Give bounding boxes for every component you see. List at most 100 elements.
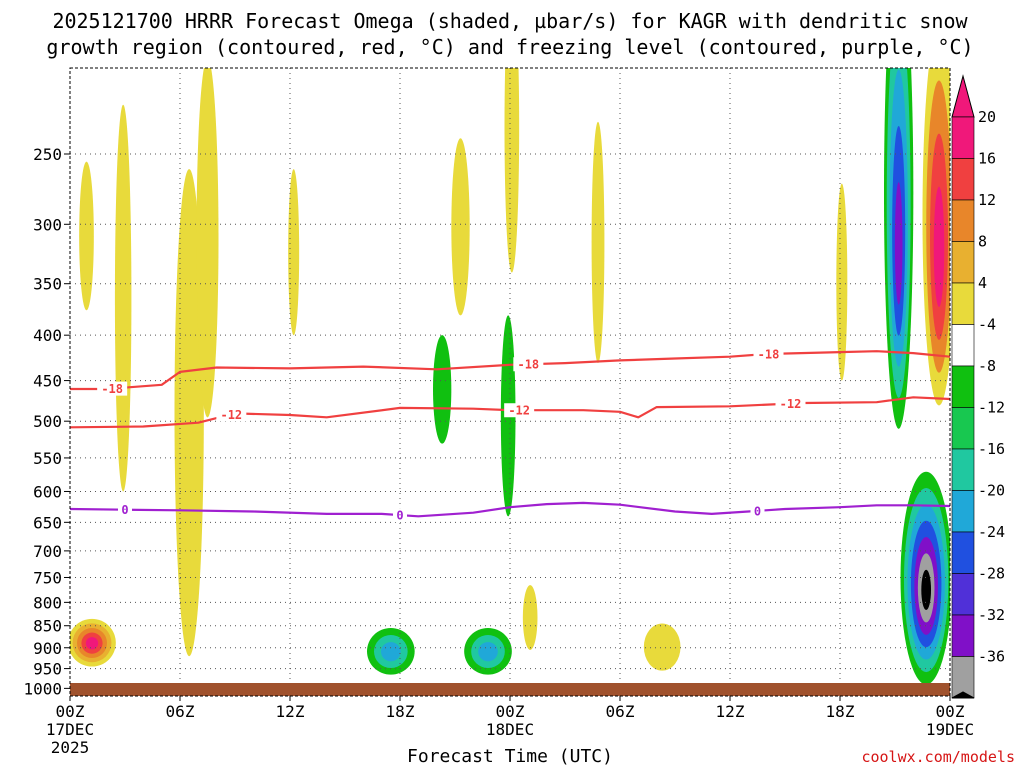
pos-omega-12h-upper-level-0 (288, 169, 300, 336)
xtick-label-48: 00Z (936, 702, 965, 721)
chart-title-line1: 2025121700 HRRR Forecast Omega (shaded, … (52, 9, 968, 33)
ytick-label-700: 700 (33, 542, 62, 561)
colorbar-bin-10 (951, 531, 975, 574)
pos-omega-8h-upper (196, 68, 219, 418)
freezing-level-0-label-1: 0 (396, 509, 403, 523)
ytick-label-450: 450 (33, 372, 62, 391)
dgz-minus18-label-0: -18 (101, 382, 123, 396)
freezing-level-0-line (70, 501, 950, 518)
colorbar-label-8: -16 (978, 440, 1005, 458)
colorbar-bin-1 (951, 158, 975, 201)
colorbar-label-11: -28 (978, 565, 1005, 583)
ytick-label-950: 950 (33, 660, 62, 679)
pos-omega-33h-low-level-0 (643, 623, 681, 671)
colorbar-label-10: -24 (978, 523, 1005, 541)
colorbar-bin-11 (951, 573, 975, 616)
pos-omega-0h-900-level-4 (85, 637, 99, 650)
colorbar-label-4: 4 (978, 274, 987, 292)
colorbar-label-0: 20 (978, 108, 996, 126)
neg-omega-47h-low (900, 471, 950, 685)
contour-layer: -18 -18 -18 -12 -12 -12 0 0 0 (70, 346, 950, 523)
colorbar-label-1: 16 (978, 150, 996, 168)
neg-omega-47h-low-level-6 (921, 569, 932, 610)
pos-omega-29h-upper-level-0 (591, 121, 605, 364)
ytick-label-250: 250 (33, 145, 62, 164)
dgz-minus12-label-2: -12 (780, 397, 802, 411)
colorbar-bin-9 (951, 490, 975, 533)
neg-omega-22h-low-level-2 (478, 642, 498, 662)
neg-omega-22h-mid (433, 335, 452, 444)
pos-omega-24h-upper-level-0 (504, 68, 520, 273)
dgz-minus12-label-bg-1 (504, 403, 535, 418)
colorbar-bin-0 (951, 116, 975, 159)
pos-omega-7h-column (174, 169, 204, 657)
colorbar-bottom-arrow (951, 691, 975, 699)
pos-omega-3h-column-level-0 (114, 104, 132, 492)
ytick-label-800: 800 (33, 593, 62, 612)
dgz-minus18-label-bg-1 (513, 357, 544, 372)
colorbar-bin-4 (951, 282, 975, 325)
xtick-label-6: 06Z (166, 702, 195, 721)
pos-omega-42h-upper-level-0 (836, 183, 848, 381)
y-axis-ticks: 250 300 350 400 450 500 550 600 650 700 750 800 850 9… (23, 145, 70, 698)
dgz-minus12-label-1: -12 (508, 404, 530, 418)
ground-strip (70, 683, 950, 696)
xtick-year-0: 2025 (51, 738, 90, 757)
colorbar-label-7: -12 (978, 399, 1005, 417)
ytick-label-900: 900 (33, 639, 62, 658)
pos-omega-3h-column (114, 104, 132, 492)
ytick-label-550: 550 (33, 449, 62, 468)
xtick-label-42: 18Z (826, 702, 855, 721)
xtick-label-24: 00Z (496, 702, 525, 721)
colorbar-label-2: 12 (978, 191, 996, 209)
freezing-level-0-label-bg-2 (750, 503, 765, 518)
dgz-minus18-label-bg-2 (753, 346, 784, 361)
neg-omega-22h-mid-level-0 (433, 335, 452, 444)
dgz-minus12-label-bg-2 (775, 396, 806, 411)
pos-omega-0h-900 (70, 618, 116, 667)
freezing-level-0-label-bg-1 (393, 508, 407, 523)
colorbar-bin-6 (951, 365, 975, 408)
neg-omega-18h-low (367, 627, 415, 675)
colorbar-label-13: -36 (978, 648, 1005, 666)
pos-omega-33h-low (643, 623, 681, 671)
x-axis-label: Forecast Time (UTC) (407, 746, 613, 767)
pos-omega-24h-upper (504, 68, 520, 273)
colorbar-label-3: 8 (978, 233, 987, 251)
colorbar-bin-5 (951, 324, 975, 367)
neg-omega-22h-low (464, 627, 512, 675)
xtick-date-48: 19DEC (926, 720, 974, 739)
colorbar-bin-3 (951, 241, 975, 284)
dgz-minus12-label-bg-0 (216, 407, 247, 422)
pos-omega-25h-low-level-0 (522, 585, 538, 650)
gridlines (70, 68, 950, 696)
xtick-date-0: 17DEC (46, 720, 94, 739)
colorbar-label-6: -8 (978, 357, 996, 375)
xtick-label-0: 00Z (56, 702, 85, 721)
ytick-label-600: 600 (33, 482, 62, 501)
pos-omega-12h-upper (288, 169, 300, 336)
ytick-label-1000: 1000 (23, 679, 62, 698)
pos-omega-1h-upper (79, 161, 94, 311)
ytick-label-300: 300 (33, 215, 62, 234)
neg-omega-45h-upper (884, 68, 914, 429)
ytick-label-500: 500 (33, 412, 62, 431)
ytick-label-650: 650 (33, 513, 62, 532)
pos-omega-7h-column-level-0 (174, 169, 204, 657)
pos-omega-1h-upper-level-0 (79, 161, 94, 311)
dgz-minus18-label-bg-0 (97, 381, 128, 396)
xtick-date-24: 18DEC (486, 720, 534, 739)
xtick-label-36: 12Z (716, 702, 745, 721)
xtick-label-18: 18Z (386, 702, 415, 721)
pos-omega-21h-upper (451, 138, 470, 316)
pos-omega-42h-upper (836, 183, 848, 381)
freezing-level-0-label-bg-0 (118, 502, 132, 517)
ytick-label-850: 850 (33, 617, 62, 636)
colorbar-label-5: -4 (978, 316, 996, 334)
pos-omega-47h-upper (922, 68, 950, 406)
ytick-label-400: 400 (33, 326, 62, 345)
colorbar-bin-7 (951, 407, 975, 450)
colorbar-bin-2 (951, 199, 975, 242)
